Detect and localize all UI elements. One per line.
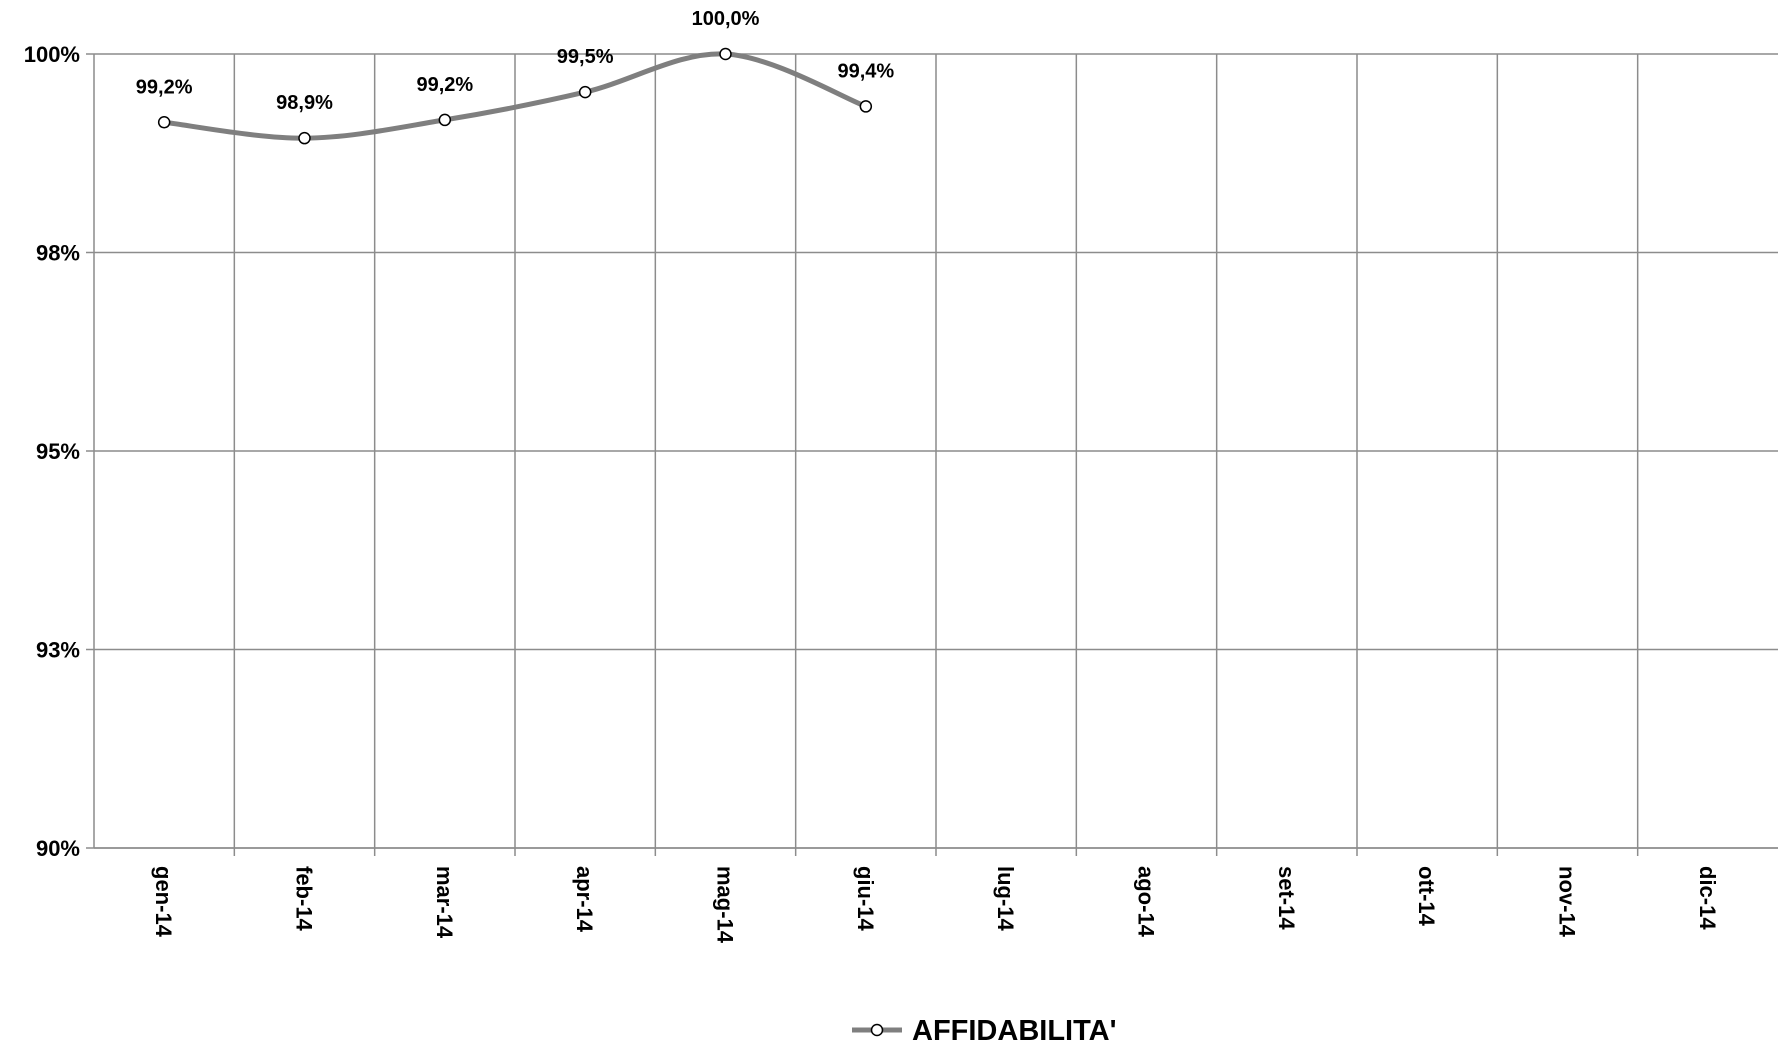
legend: AFFIDABILITA'	[852, 1015, 1117, 1047]
x-tick-label: nov-14	[1555, 866, 1580, 938]
legend-marker-swatch	[870, 1023, 884, 1037]
series-line	[161, 51, 869, 141]
x-tick-label: lug-14	[993, 866, 1018, 932]
data-point-marker	[719, 47, 732, 61]
data-label-layer: 99,2% 98,9% 99,2% 99,5% 100,0% 99,4%	[136, 8, 895, 114]
x-tick-label: dic-14	[1695, 866, 1720, 930]
x-tick-label: mag-14	[713, 866, 738, 944]
data-point-marker	[298, 131, 311, 145]
axis-layer: 90% 93% 95% 98% 100% gen-14 feb-14 mar-14 apr-14…	[24, 42, 1778, 944]
x-tick-label: mar-14	[432, 866, 457, 939]
x-tick-label: apr-14	[572, 866, 597, 933]
data-label: 100,0%	[692, 8, 760, 30]
x-tick-label: feb-14	[292, 866, 317, 932]
data-point-marker	[578, 85, 592, 99]
x-tick-label: set-14	[1274, 866, 1299, 930]
x-tick-label: ago-14	[1134, 866, 1159, 938]
data-label: 99,2%	[136, 76, 193, 98]
data-point-marker	[859, 100, 873, 113]
y-tick-label: 90%	[36, 836, 80, 861]
series-layer	[157, 47, 873, 145]
legend-series-label: AFFIDABILITA'	[912, 1015, 1117, 1046]
y-tick-label: 93%	[36, 638, 80, 663]
y-tick-label: 95%	[36, 439, 80, 464]
data-point-marker	[157, 116, 171, 129]
y-tick-label: 98%	[36, 241, 80, 266]
data-point-marker	[438, 113, 452, 127]
grid-layer	[94, 53, 1778, 856]
x-tick-label: ott-14	[1414, 866, 1439, 927]
data-label: 99,2%	[416, 74, 473, 96]
y-tick-label: 100%	[24, 42, 80, 67]
data-label: 99,4%	[837, 60, 894, 82]
data-label: 99,5%	[557, 46, 614, 68]
x-tick-label: gen-14	[151, 866, 176, 938]
data-label: 98,9%	[276, 92, 333, 114]
x-tick-label: giu-14	[853, 866, 878, 932]
